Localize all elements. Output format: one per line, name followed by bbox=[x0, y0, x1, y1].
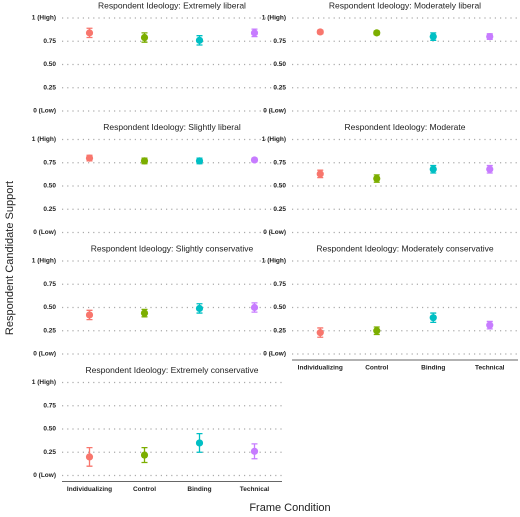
point bbox=[85, 29, 94, 37]
point bbox=[373, 29, 381, 37]
y-tick-label: 0.75 bbox=[43, 281, 56, 288]
y-tick-label: 0 (Low) bbox=[263, 108, 286, 115]
x-tick-label: Control bbox=[133, 486, 156, 493]
y-tick-label: 0.25 bbox=[273, 327, 286, 334]
point bbox=[316, 329, 324, 337]
y-tick-label: 0 (Low) bbox=[33, 108, 56, 115]
y-tick-label: 1 (High) bbox=[262, 258, 286, 265]
x-axis-title: Frame Condition bbox=[249, 502, 330, 514]
y-tick-label: 0.75 bbox=[43, 38, 56, 45]
x-tick-label: Technical bbox=[240, 486, 270, 493]
point bbox=[85, 311, 94, 319]
point bbox=[250, 156, 259, 164]
panel-title: Respondent Ideology: Moderate bbox=[345, 122, 466, 132]
x-tick-label: Binding bbox=[421, 365, 445, 372]
point bbox=[85, 154, 94, 162]
y-tick-label: 0.75 bbox=[43, 402, 56, 409]
point bbox=[195, 304, 204, 313]
point bbox=[486, 165, 494, 173]
point bbox=[195, 157, 204, 165]
y-tick-label: 0.25 bbox=[273, 206, 286, 213]
y-tick-label: 0 (Low) bbox=[263, 351, 286, 358]
point bbox=[373, 174, 381, 183]
x-tick-label: Individualizing bbox=[67, 486, 112, 493]
panel-title: Respondent Ideology: Slightly conservati… bbox=[91, 243, 254, 253]
point bbox=[429, 33, 437, 41]
x-tick-label: Control bbox=[365, 365, 388, 372]
y-tick-label: 1 (High) bbox=[32, 258, 56, 265]
y-tick-label: 0 (Low) bbox=[33, 229, 56, 236]
panel-title: Respondent Ideology: Extremely conservat… bbox=[86, 365, 259, 375]
y-tick-label: 0.50 bbox=[43, 304, 56, 311]
y-tick-label: 0.25 bbox=[43, 449, 56, 456]
point bbox=[140, 157, 149, 165]
y-tick-label: 1 (High) bbox=[32, 136, 56, 143]
y-tick-label: 0.75 bbox=[43, 159, 56, 166]
y-tick-label: 0.25 bbox=[43, 84, 56, 91]
y-tick-label: 1 (High) bbox=[32, 15, 56, 22]
y-tick-label: 0.50 bbox=[43, 183, 56, 190]
point bbox=[486, 33, 494, 41]
point bbox=[373, 327, 381, 335]
y-tick-label: 0.25 bbox=[43, 206, 56, 213]
point bbox=[195, 36, 204, 44]
y-tick-label: 1 (High) bbox=[262, 15, 286, 22]
point bbox=[195, 439, 204, 447]
point bbox=[250, 29, 259, 37]
y-tick-label: 0.75 bbox=[273, 159, 286, 166]
y-tick-label: 0.75 bbox=[273, 281, 286, 288]
panel-title: Respondent Ideology: Moderately conserva… bbox=[316, 243, 493, 253]
x-tick-label: Technical bbox=[475, 365, 505, 372]
y-tick-label: 1 (High) bbox=[32, 379, 56, 386]
y-tick-label: 0 (Low) bbox=[33, 472, 56, 479]
panel-title: Respondent Ideology: Slightly liberal bbox=[103, 122, 241, 132]
y-tick-label: 0.50 bbox=[273, 304, 286, 311]
panel-title: Respondent Ideology: Moderately liberal bbox=[329, 0, 481, 10]
point bbox=[429, 165, 437, 173]
x-tick-label: Individualizing bbox=[298, 365, 343, 372]
point bbox=[140, 451, 149, 459]
y-tick-label: 0.50 bbox=[43, 61, 56, 68]
point bbox=[429, 314, 437, 322]
y-tick-label: 0.75 bbox=[273, 38, 286, 45]
panel-title: Respondent Ideology: Extremely liberal bbox=[98, 0, 246, 10]
point bbox=[250, 447, 259, 455]
point bbox=[140, 309, 149, 317]
point bbox=[140, 33, 149, 42]
point bbox=[486, 321, 494, 329]
point bbox=[250, 303, 259, 312]
y-tick-label: 0.50 bbox=[43, 426, 56, 433]
y-tick-label: 0.25 bbox=[43, 327, 56, 334]
y-tick-label: 1 (High) bbox=[262, 136, 286, 143]
point bbox=[316, 170, 324, 178]
y-axis-title: Respondent Candidate Support bbox=[4, 181, 16, 335]
y-tick-label: 0.50 bbox=[273, 183, 286, 190]
y-tick-label: 0 (Low) bbox=[33, 351, 56, 358]
x-tick-label: Binding bbox=[187, 486, 211, 493]
y-tick-label: 0.25 bbox=[273, 84, 286, 91]
point bbox=[316, 28, 324, 36]
y-tick-label: 0 (Low) bbox=[263, 229, 286, 236]
y-tick-label: 0.50 bbox=[273, 61, 286, 68]
point bbox=[85, 453, 94, 461]
